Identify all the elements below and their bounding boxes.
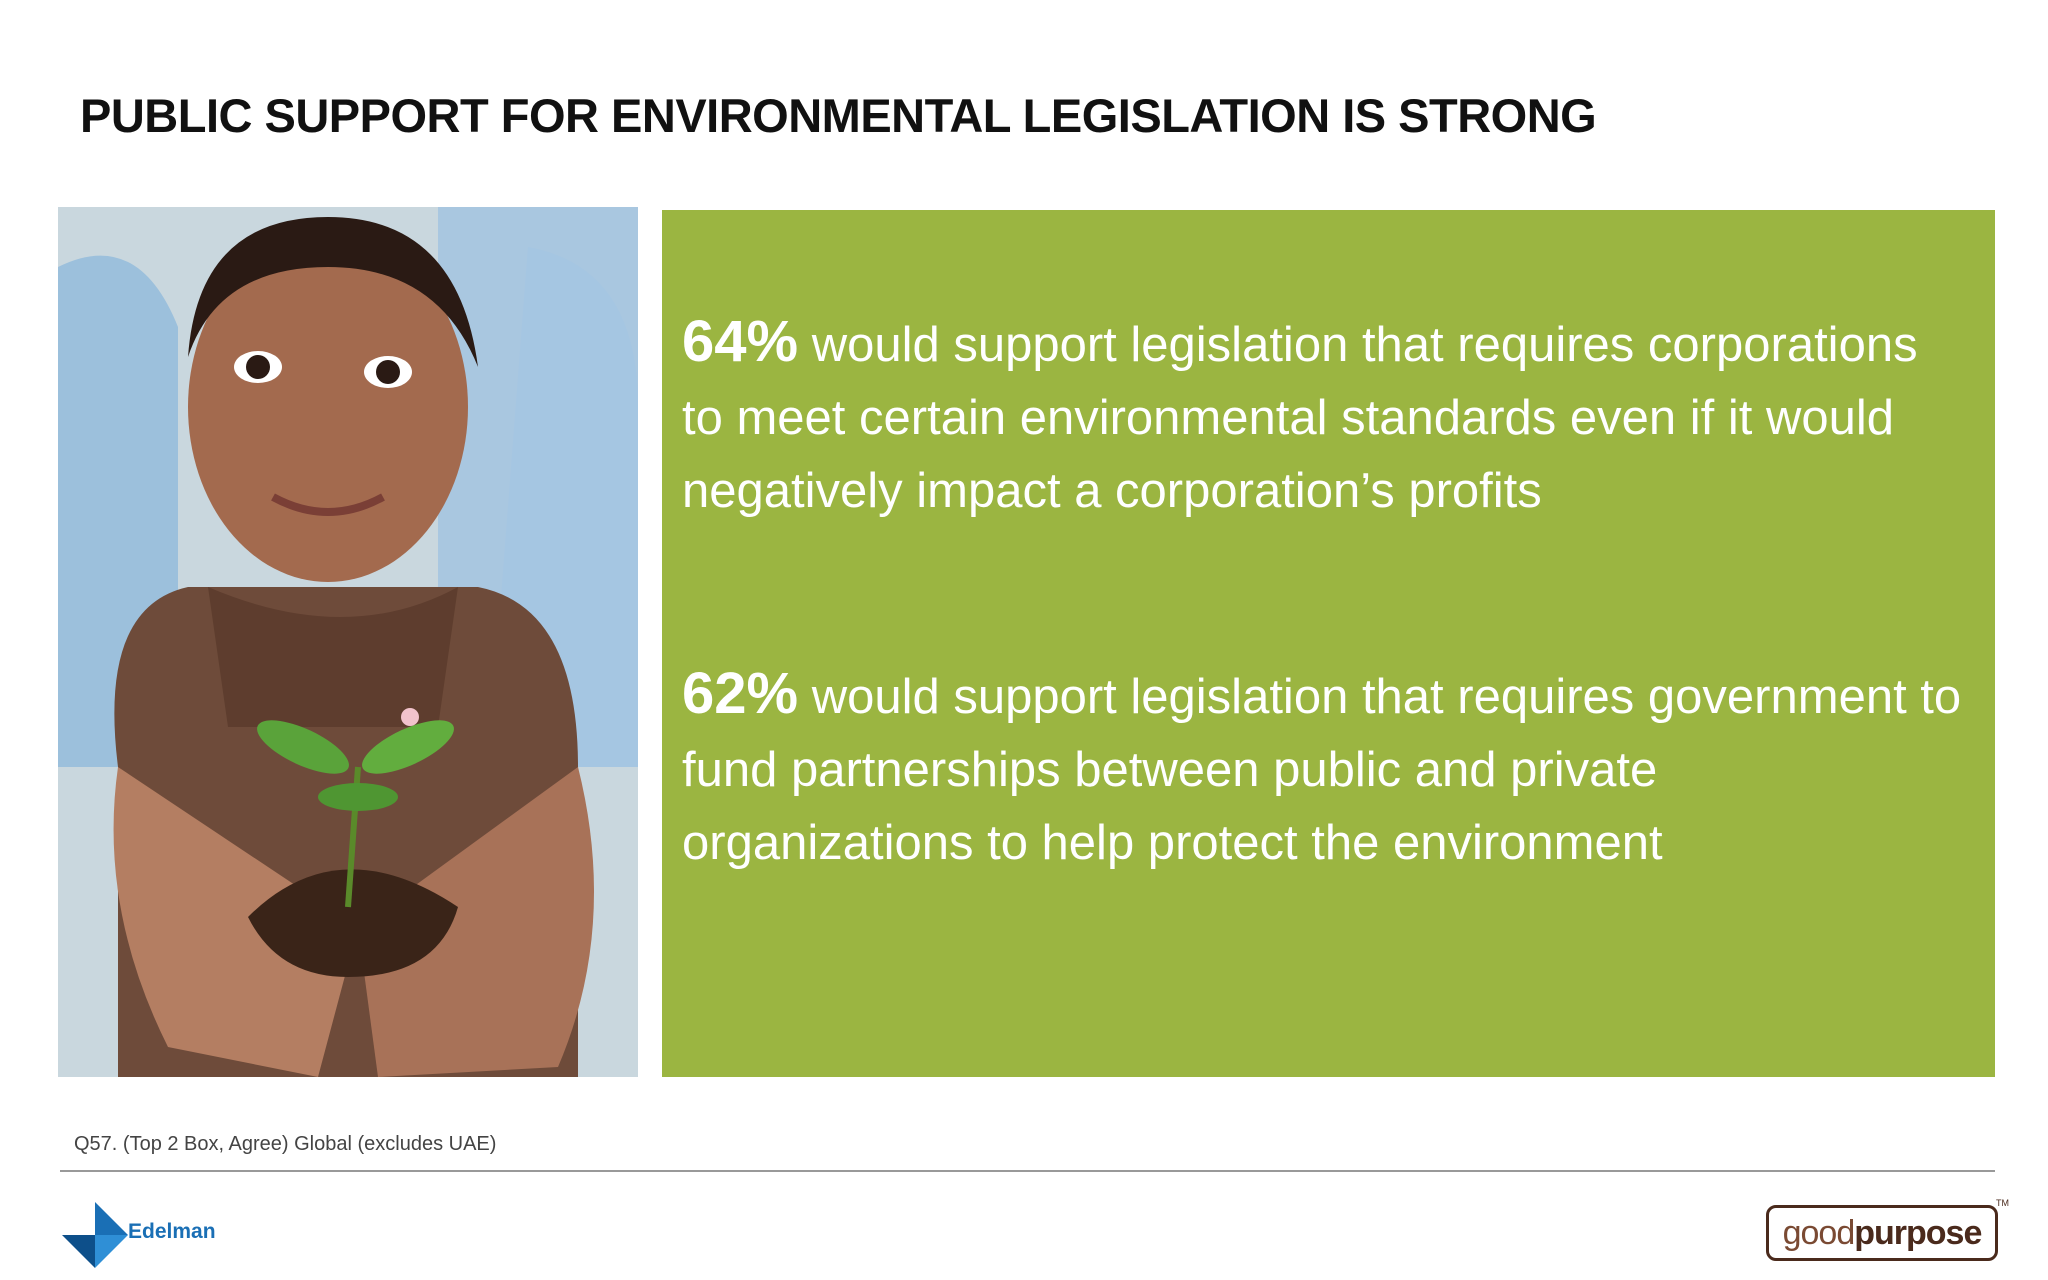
- statement: 64% would support legislation that requi…: [682, 305, 1962, 528]
- percent: 64%: [682, 309, 799, 374]
- slide-title: PUBLIC SUPPORT FOR ENVIRONMENTAL LEGISLA…: [80, 89, 1597, 142]
- edelman-icon: [62, 1202, 128, 1268]
- divider: [60, 1170, 1995, 1172]
- statement-text: would support legislation that requires …: [682, 670, 1962, 870]
- trademark: TM: [1996, 1198, 2009, 1208]
- logo-light: good: [1782, 1214, 1856, 1252]
- edelman-logo: Edelman: [128, 1220, 216, 1243]
- statement-text: would support legislation that requires …: [682, 318, 1918, 518]
- statement: 62% would support legislation that requi…: [682, 657, 1962, 880]
- goodpurpose-logo: goodpurpose TM: [1766, 1198, 2009, 1261]
- stats-panel: 64% would support legislation that requi…: [662, 210, 1995, 1077]
- logo-bold: purpose: [1854, 1214, 1982, 1252]
- percent: 62%: [682, 661, 799, 726]
- footnote: Q57. (Top 2 Box, Agree) Global (excludes…: [74, 1133, 497, 1155]
- photo: [58, 207, 638, 1077]
